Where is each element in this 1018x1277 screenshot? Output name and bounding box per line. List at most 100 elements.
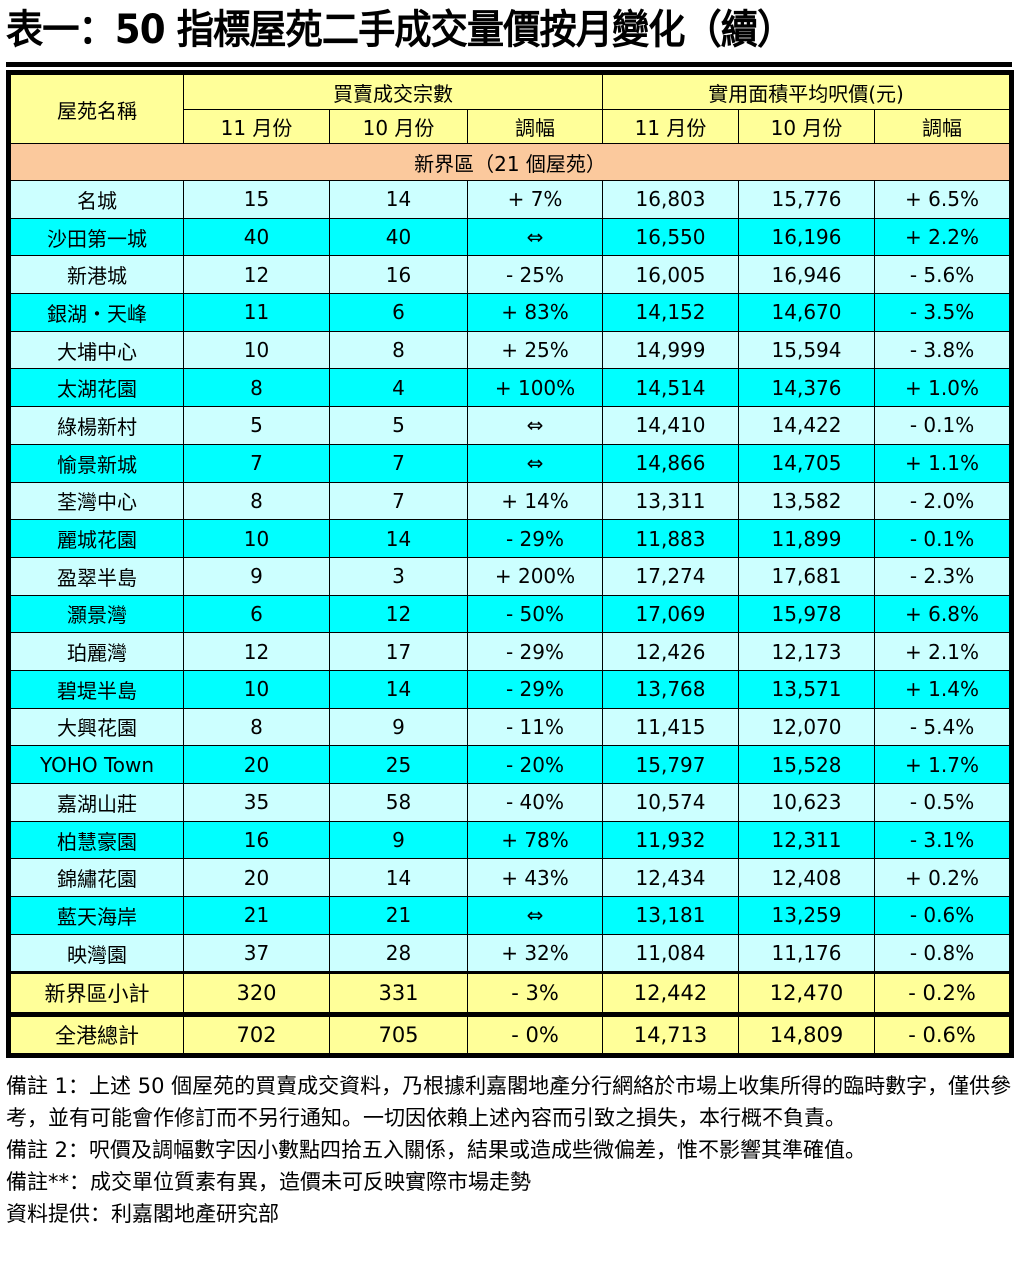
price-nov: 11,084 — [602, 933, 740, 974]
price-change: + 6.5% — [874, 180, 1013, 219]
subtotal-row: 新界區小計 320 331- 3% 12,442 12,470- 0.2% — [8, 971, 1013, 1016]
table-row: 名城 15 14 + 7% 16,803 15,776 + 6.5% — [8, 180, 1013, 219]
price-nov: 11,415 — [602, 707, 740, 747]
price-nov: 13,181 — [602, 896, 740, 935]
table-row: 綠楊新村 5 5 ⇔ 14,410 14,422- 0.1% — [8, 406, 1013, 445]
price-change: - 0.8% — [874, 933, 1013, 974]
estate-name: 柏慧豪園 — [8, 820, 184, 860]
header-vol-oct: 10 月份 — [329, 109, 468, 144]
volume-nov: 702 — [183, 1012, 330, 1057]
volume-oct: 12 — [329, 594, 468, 634]
price-change: - 3.8% — [874, 330, 1013, 370]
volume-oct: 9 — [329, 820, 468, 860]
total-row: 全港總計 702 705- 0% 14,713 14,809- 0.6% — [8, 1012, 1013, 1057]
note-1: 備註 1：上述 50 個屋苑的買賣成交資料，乃根據利嘉閣地產分行網絡於市場上收集… — [6, 1074, 1012, 1130]
estate-name: 碧堤半島 — [8, 669, 184, 709]
price-oct: 17,681 — [738, 556, 876, 596]
volume-nov: 40 — [183, 217, 330, 257]
volume-change: + 83% — [466, 293, 604, 332]
volume-oct: 9 — [329, 707, 468, 747]
price-change: + 1.7% — [874, 745, 1013, 784]
price-change: + 2.2% — [874, 217, 1013, 257]
note-2: 備註 2：呎價及調幅數字因小數點四拾五入關係，結果或造成些微偏差，惟不影響其準確… — [6, 1138, 867, 1162]
table-row: 藍天海岸 21 21 ⇔ 13,181 13,259- 0.6% — [8, 896, 1013, 935]
price-nov: 14,713 — [602, 1012, 740, 1057]
table-row: 荃灣中心 8 7 + 14% 13,311 13,582- 2.0% — [8, 481, 1013, 521]
estate-name: 藍天海岸 — [8, 896, 184, 935]
estate-name: 珀麗灣 — [8, 632, 184, 671]
data-source: 資料提供：利嘉閣地產研究部 — [6, 1202, 279, 1226]
header-price-group: 實用面積平均呎價(元) — [602, 72, 1013, 110]
price-nov: 12,442 — [602, 971, 740, 1016]
volume-nov: 35 — [183, 783, 330, 822]
volume-change: - 50% — [466, 594, 604, 634]
header-volume-group: 買賣成交宗數 — [182, 72, 604, 110]
volume-oct: 8 — [329, 330, 468, 370]
price-nov: 16,550 — [602, 217, 740, 257]
table-row: YOHO Town 20 25- 20% 15,797 15,528 + 1.7% — [8, 745, 1013, 784]
price-change: - 0.6% — [874, 896, 1013, 935]
volume-oct: 331 — [329, 971, 468, 1016]
price-nov: 16,803 — [602, 180, 740, 219]
volume-oct: 14 — [329, 669, 468, 709]
estate-name: 綠楊新村 — [8, 406, 184, 445]
table-row: 太湖花園 8 4 + 100% 14,514 14,376 + 1.0% — [8, 368, 1013, 408]
volume-change: + 14% — [466, 481, 604, 521]
volume-change: - 11% — [466, 707, 604, 747]
price-oct: 15,978 — [738, 594, 876, 634]
price-change: - 3.5% — [874, 293, 1013, 332]
volume-change: - 20% — [466, 745, 604, 784]
price-oct: 12,070 — [738, 707, 876, 747]
price-nov: 11,932 — [602, 820, 740, 860]
estate-name: 盈翠半島 — [8, 556, 184, 596]
volume-nov: 10 — [183, 519, 330, 558]
estate-name: YOHO Town — [8, 745, 184, 784]
price-change: - 0.2% — [874, 971, 1013, 1016]
volume-oct: 58 — [329, 783, 468, 822]
volume-oct: 7 — [329, 481, 468, 521]
table-row: 大興花園 8 9- 11% 11,415 12,070- 5.4% — [8, 707, 1013, 747]
price-nov: 14,866 — [602, 443, 740, 483]
price-oct: 13,571 — [738, 669, 876, 709]
header-price-oct: 10 月份 — [738, 109, 876, 144]
volume-change: + 32% — [466, 933, 604, 974]
volume-change: + 43% — [466, 858, 604, 898]
volume-nov: 12 — [183, 632, 330, 671]
table-row: 錦繡花園 20 14 + 43% 12,434 12,408 + 0.2% — [8, 858, 1013, 898]
price-change: - 0.5% — [874, 783, 1013, 822]
header-price-nov: 11 月份 — [602, 109, 740, 144]
price-nov: 16,005 — [602, 255, 740, 295]
volume-nov: 8 — [183, 368, 330, 408]
volume-nov: 320 — [183, 971, 330, 1016]
volume-nov: 15 — [183, 180, 330, 219]
volume-oct: 17 — [329, 632, 468, 671]
price-oct: 10,623 — [738, 783, 876, 822]
table-row: 珀麗灣 12 17- 29% 12,426 12,173 + 2.1% — [8, 632, 1013, 671]
volume-nov: 21 — [183, 896, 330, 935]
estate-name: 太湖花園 — [8, 368, 184, 408]
volume-change: - 29% — [466, 669, 604, 709]
volume-oct: 40 — [329, 217, 468, 257]
volume-oct: 25 — [329, 745, 468, 784]
note-3: 備註**：成交單位質素有異，造價未可反映實際市場走勢 — [6, 1170, 531, 1194]
volume-change: + 7% — [466, 180, 604, 219]
volume-oct: 14 — [329, 858, 468, 898]
volume-nov: 10 — [183, 669, 330, 709]
estate-name: 愉景新城 — [8, 443, 184, 483]
price-oct: 12,470 — [738, 971, 876, 1016]
price-change: + 6.8% — [874, 594, 1013, 634]
volume-oct: 21 — [329, 896, 468, 935]
volume-oct: 705 — [329, 1012, 468, 1057]
price-oct: 15,594 — [738, 330, 876, 370]
volume-oct: 14 — [329, 519, 468, 558]
header-estate-name: 屋苑名稱 — [8, 72, 184, 144]
price-change: - 2.0% — [874, 481, 1013, 521]
volume-oct: 28 — [329, 933, 468, 974]
table-row: 愉景新城 7 7 ⇔ 14,866 14,705 + 1.1% — [8, 443, 1013, 483]
volume-nov: 6 — [183, 594, 330, 634]
table-row: 新港城 12 16- 25% 16,005 16,946- 5.6% — [8, 255, 1013, 295]
volume-nov: 9 — [183, 556, 330, 596]
volume-nov: 7 — [183, 443, 330, 483]
price-oct: 14,705 — [738, 443, 876, 483]
volume-change: ⇔ — [466, 406, 604, 445]
